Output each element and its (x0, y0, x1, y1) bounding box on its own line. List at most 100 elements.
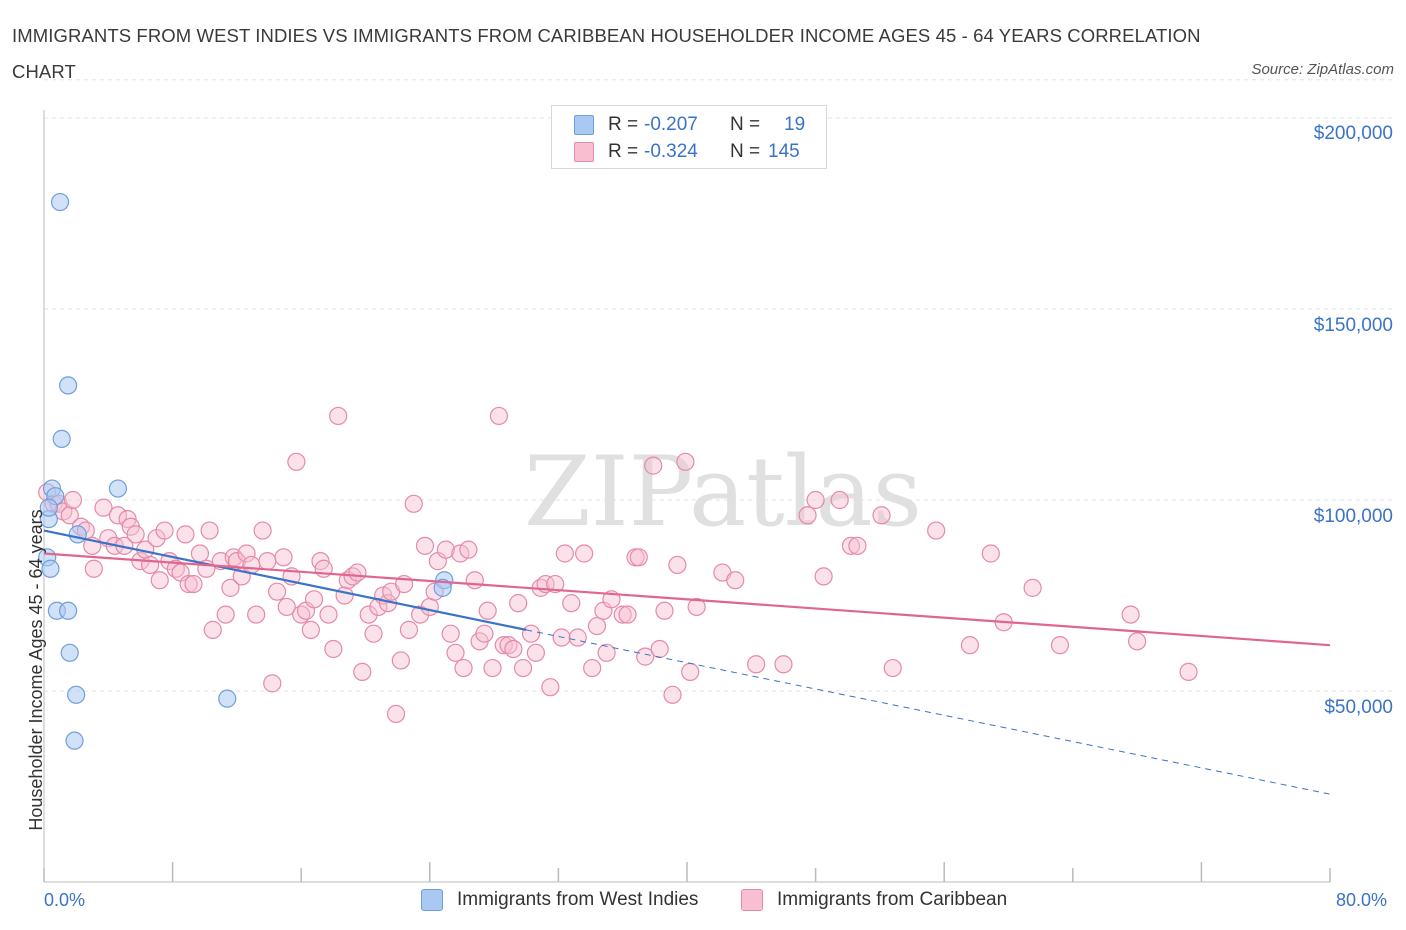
y-axis-title: Householder Income Ages 45 - 64 years (26, 509, 46, 831)
caribbean-point (335, 586, 354, 605)
caribbean-point (494, 636, 513, 655)
caribbean-point (258, 552, 277, 571)
caribbean-point (200, 521, 219, 540)
caribbean-point (798, 506, 817, 525)
caribbean-point (483, 658, 502, 678)
caribbean-point (562, 594, 581, 613)
caribbean-point (1179, 662, 1198, 682)
caribbean-points (38, 406, 1198, 724)
caribbean-point (242, 555, 261, 575)
caribbean-point (155, 521, 174, 540)
x-min-label: 0.0% (44, 890, 86, 910)
caribbean-point (521, 624, 541, 643)
caribbean-point (806, 490, 825, 510)
caribbean-point (216, 605, 235, 624)
caribbean-trend-line (43, 552, 1331, 647)
caribbean-point (404, 494, 423, 513)
chart-title: IMMIGRANTS FROM WEST INDIES VS IMMIGRANT… (12, 25, 1201, 82)
caribbean-point (587, 616, 607, 636)
caribbean-point (184, 574, 203, 594)
caribbean-point (441, 624, 460, 643)
caribbean-point (1023, 578, 1042, 597)
caribbean-point (329, 406, 348, 426)
caribbean-point (353, 662, 372, 682)
caribbean-point (513, 658, 533, 678)
legend-item-caribbean: Immigrants from Caribbean (741, 889, 1007, 911)
legend-item-west-indies: Immigrants from West Indies (421, 889, 698, 911)
r-label: R = (608, 114, 639, 135)
west-indies-point (68, 525, 87, 544)
west-indies-trend-extension (526, 629, 1331, 795)
caribbean-point (348, 563, 367, 582)
west-indies-point (67, 685, 86, 704)
caribbean-point (84, 559, 103, 578)
caribbean-point (668, 555, 687, 575)
caribbean-point (465, 571, 484, 590)
caribbean-point (504, 639, 523, 659)
caribbean-point (459, 540, 478, 559)
west-indies-point (60, 643, 79, 662)
r-label: R = (608, 141, 639, 162)
caribbean-point (108, 506, 128, 525)
caribbean-point (541, 678, 560, 697)
caribbean-point (190, 544, 210, 563)
caribbean-point (274, 548, 293, 567)
caribbean-point (301, 620, 320, 639)
caribbean-point (568, 628, 587, 647)
caribbean-point (814, 567, 833, 586)
caribbean-point (546, 574, 565, 594)
caribbean-point (629, 548, 648, 567)
caribbean-point (575, 544, 594, 563)
n-label: N = (730, 141, 761, 162)
west-indies-point (41, 559, 60, 578)
west-indies-point (218, 689, 237, 708)
caribbean-point (287, 452, 306, 471)
west-indies-point (65, 731, 84, 750)
caribbean-point (644, 456, 663, 475)
caribbean-point (848, 536, 867, 555)
r-value: -0.324 (644, 141, 698, 162)
legend-swatch-blue (421, 889, 443, 911)
caribbean-point (981, 544, 1000, 563)
caribbean-point (1050, 636, 1070, 655)
caribbean-point (391, 651, 410, 670)
caribbean-point (140, 555, 160, 575)
caribbean-point (687, 597, 706, 617)
caribbean-point (883, 658, 902, 678)
watermark: ZIPatlas (524, 436, 922, 548)
caribbean-point (60, 506, 79, 525)
caribbean-point (555, 544, 574, 563)
caribbean-point (655, 601, 674, 620)
caribbean-point (267, 582, 287, 601)
caribbean-point (478, 601, 497, 620)
caribbean-point (324, 639, 343, 659)
west-indies-point (59, 376, 78, 395)
legend-row-west-indies: R = -0.207 N = 19 (574, 112, 805, 138)
legend-label: Immigrants from West Indies (457, 889, 699, 910)
legend-row-caribbean: R = -0.324 N = 145 (574, 139, 800, 165)
caribbean-point (774, 655, 793, 674)
caribbean-point (411, 605, 430, 624)
caribbean-point (446, 643, 465, 662)
caribbean-point (94, 498, 113, 517)
caribbean-point (830, 490, 849, 510)
n-value: 145 (768, 141, 800, 162)
caribbean-point (676, 452, 695, 471)
caribbean-point (526, 643, 545, 662)
source-label: Source: ZipAtlas.com (1251, 61, 1394, 78)
caribbean-point (176, 525, 195, 544)
caribbean-point (597, 643, 616, 662)
caribbean-point (747, 655, 766, 674)
caribbean-point (475, 624, 494, 643)
caribbean-point (663, 685, 682, 704)
x-ticks (43, 862, 1331, 882)
caribbean-point (399, 620, 419, 639)
caribbean-point (247, 605, 266, 624)
caribbean-point (583, 658, 602, 678)
n-value: 19 (784, 114, 806, 135)
legend-swatch-blue (574, 115, 594, 135)
west-indies-points (38, 192, 454, 750)
x-max-label: 80.0% (1336, 890, 1388, 910)
trend-lines (43, 529, 1331, 795)
